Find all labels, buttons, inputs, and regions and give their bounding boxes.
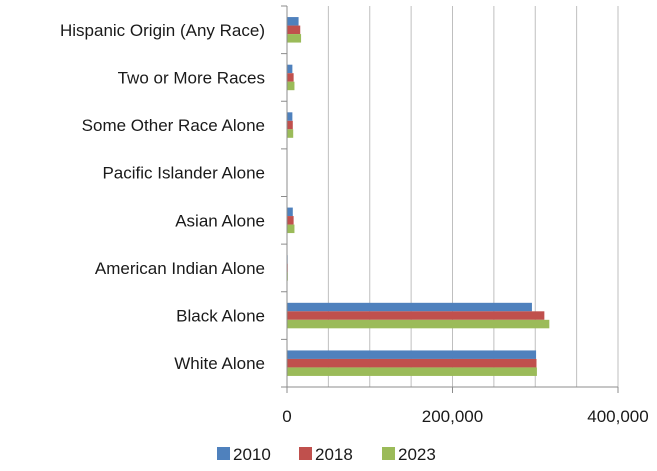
bar-two-or-more-races-2010 bbox=[287, 64, 293, 74]
bar-hispanic-origin-any-race-2010 bbox=[287, 17, 299, 26]
bar-hispanic-origin-any-race-2018 bbox=[287, 25, 301, 35]
bar-some-other-race-alone-2018 bbox=[287, 120, 293, 130]
category-label-pacific-islander-alone: Pacific Islander Alone bbox=[102, 164, 265, 183]
legend-swatch-2010 bbox=[217, 447, 230, 460]
category-label-two-or-more-races: Two or More Races bbox=[118, 68, 265, 87]
bar-white-alone-2023 bbox=[287, 367, 537, 376]
category-labels: White Alone Black Alone American Indian Al… bbox=[60, 21, 265, 373]
bar-white-alone-2010 bbox=[287, 350, 537, 359]
category-label-asian-alone: Asian Alone bbox=[175, 211, 265, 230]
x-tick-label: 200,000 bbox=[422, 407, 483, 426]
bar-asian-alone-2010 bbox=[287, 207, 293, 217]
bar-black-alone-2010 bbox=[287, 302, 532, 312]
bar-asian-alone-2018 bbox=[287, 216, 294, 225]
bar-black-alone-2018 bbox=[287, 311, 545, 320]
legend-swatch-2018 bbox=[299, 447, 312, 460]
bar-some-other-race-alone-2023 bbox=[287, 129, 294, 138]
gridlines bbox=[327, 6, 619, 387]
category-label-some-other-race-alone: Some Other Race Alone bbox=[82, 116, 265, 135]
bar-hispanic-origin-any-race-2023 bbox=[287, 34, 302, 43]
category-label-white-alone: White Alone bbox=[174, 354, 265, 373]
legend-label-2023: 2023 bbox=[398, 445, 436, 464]
category-label-hispanic-origin-any-race: Hispanic Origin (Any Race) bbox=[60, 21, 265, 40]
category-label-american-indian-alone: American Indian Alone bbox=[95, 259, 265, 278]
bar-asian-alone-2023 bbox=[287, 224, 295, 234]
x-tick-label: 0 bbox=[282, 407, 291, 426]
bar-two-or-more-races-2018 bbox=[287, 73, 294, 82]
bars bbox=[287, 17, 550, 376]
x-tick-labels: 0 200,000 400,000 bbox=[282, 407, 648, 426]
legend-label-2010: 2010 bbox=[233, 445, 271, 464]
category-label-black-alone: Black Alone bbox=[176, 307, 265, 326]
bar-black-alone-2023 bbox=[287, 319, 550, 329]
bar-two-or-more-races-2023 bbox=[287, 81, 295, 91]
legend: 2010 2018 2023 bbox=[217, 445, 436, 464]
bar-some-other-race-alone-2010 bbox=[287, 112, 293, 121]
x-tick-label: 400,000 bbox=[587, 407, 648, 426]
bar-white-alone-2018 bbox=[287, 358, 537, 368]
legend-label-2018: 2018 bbox=[315, 445, 353, 464]
legend-swatch-2023 bbox=[382, 447, 395, 460]
axes bbox=[281, 5, 619, 393]
